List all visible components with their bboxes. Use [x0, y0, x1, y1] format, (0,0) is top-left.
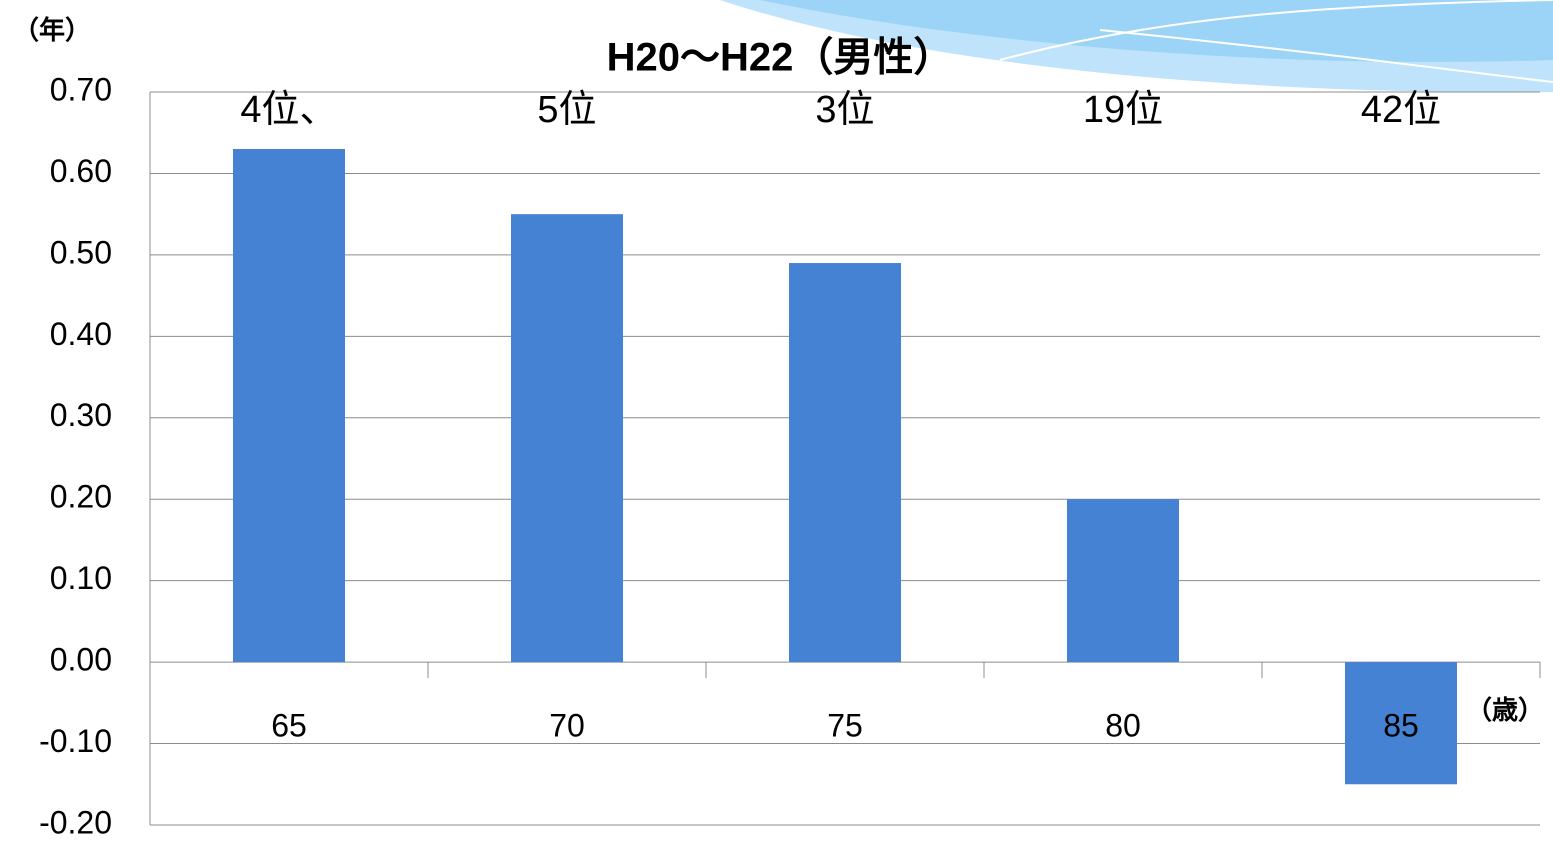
- bar: [1345, 662, 1457, 785]
- bar: [789, 263, 901, 663]
- decoration: [720, 0, 1553, 93]
- x-tick-label: 80: [1105, 707, 1141, 743]
- annotation: 5位: [537, 89, 596, 131]
- y-axis-label: （年）: [13, 15, 91, 45]
- y-tick-label: 0.70: [50, 71, 112, 107]
- chart-title: H20～H22（男性）: [607, 36, 954, 80]
- x-tick-label: 70: [549, 707, 585, 743]
- x-tick-label: 85: [1383, 707, 1419, 743]
- x-tick-label: 75: [827, 707, 863, 743]
- annotation: 42位: [1361, 89, 1441, 131]
- annotation: 19位: [1083, 89, 1163, 131]
- bar: [233, 149, 345, 663]
- y-tick-label: 0.60: [50, 153, 112, 189]
- bar: [1067, 499, 1179, 663]
- x-tick-label: 65: [271, 707, 307, 743]
- x-axis-label: （歳）: [1466, 695, 1544, 725]
- y-tick-label: 0.10: [50, 560, 112, 596]
- y-tick-label: 0.30: [50, 397, 112, 433]
- annotation: 3位: [815, 89, 874, 131]
- y-tick-label: -0.20: [39, 804, 112, 840]
- bar: [511, 214, 623, 663]
- y-tick-label: 0.50: [50, 234, 112, 270]
- y-tick-label: 0.20: [50, 479, 112, 515]
- y-tick-label: 0.00: [50, 642, 112, 678]
- y-tick-label: 0.40: [50, 316, 112, 352]
- annotation: 4位、: [240, 89, 337, 131]
- y-tick-label: -0.10: [39, 723, 112, 759]
